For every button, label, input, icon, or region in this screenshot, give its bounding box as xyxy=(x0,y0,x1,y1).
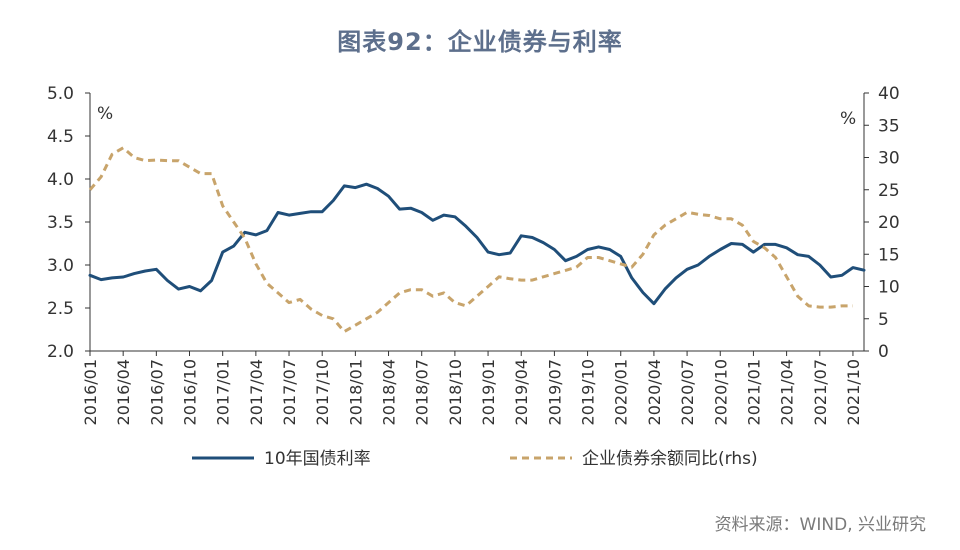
left-tick-label: 3.0 xyxy=(47,256,74,276)
legend-label-2: 企业债券余额同比(rhs) xyxy=(582,449,758,469)
right-tick-label: 30 xyxy=(878,149,900,169)
x-tick-label: 2016/10 xyxy=(181,359,200,425)
x-tick-label: 2020/10 xyxy=(711,359,730,425)
right-tick-label: 35 xyxy=(878,116,900,136)
x-tick-label: 2016/07 xyxy=(147,359,166,425)
x-tick-label: 2016/01 xyxy=(81,359,100,425)
x-tick-label: 2016/04 xyxy=(114,359,133,425)
series-line-2 xyxy=(88,146,853,334)
right-tick-label: 0 xyxy=(878,342,889,362)
left-tick-label: 2.0 xyxy=(47,342,74,362)
legend-label-1: 10年国债利率 xyxy=(264,449,371,469)
x-tick-label: 2018/01 xyxy=(346,359,365,425)
right-tick-label: 25 xyxy=(878,181,900,201)
left-tick-label: 3.5 xyxy=(47,213,74,233)
x-tick-label: 2017/01 xyxy=(214,359,233,425)
series-line-1 xyxy=(88,182,866,306)
left-unit-label: % xyxy=(97,104,113,124)
x-tick-label: 2019/10 xyxy=(579,359,598,425)
right-tick-label: 40 xyxy=(878,84,900,104)
right-tick-label: 5 xyxy=(878,310,889,330)
left-tick-label: 5.0 xyxy=(47,84,74,104)
x-tick-label: 2021/01 xyxy=(744,359,763,425)
x-tick-label: 2017/10 xyxy=(313,359,332,425)
right-tick-label: 15 xyxy=(878,245,900,265)
x-tick-label: 2020/01 xyxy=(612,359,631,425)
axes: 5.0 4.5 4.0 3.5 3.0 2.5 2.0 40 35 30 25 20 15 10 5 0% % 2… xyxy=(47,84,900,425)
right-unit-label: % xyxy=(840,109,856,129)
x-tick-label: 2018/07 xyxy=(413,359,432,425)
x-tick-label: 2019/07 xyxy=(545,359,564,425)
left-tick-label: 2.5 xyxy=(47,299,74,319)
x-tick-label: 2019/04 xyxy=(512,359,531,425)
right-tick-label: 10 xyxy=(878,278,900,298)
left-tick-label: 4.5 xyxy=(47,127,74,147)
x-tick-label: 2019/01 xyxy=(479,359,498,425)
x-tick-label: 2017/04 xyxy=(247,359,266,425)
x-tick-label: 2018/04 xyxy=(380,359,399,425)
legend: 10年国债利率 企业债券余额同比(rhs) xyxy=(192,449,758,469)
x-tick-label: 2021/07 xyxy=(811,359,830,425)
x-tick-label: 2020/04 xyxy=(645,359,664,425)
x-tick-label: 2021/10 xyxy=(844,359,863,425)
left-tick-label: 4.0 xyxy=(47,170,74,190)
source-note: 资料来源：WIND, 兴业研究 xyxy=(714,515,926,535)
plot-area xyxy=(88,146,866,334)
x-tick-label: 2020/07 xyxy=(678,359,697,425)
x-tick-label: 2018/10 xyxy=(446,359,465,425)
right-tick-label: 20 xyxy=(878,213,900,233)
x-tick-label: 2017/07 xyxy=(280,359,299,425)
x-tick-label: 2021/04 xyxy=(778,359,797,425)
chart-title: 图表92：企业债券与利率 xyxy=(337,28,623,56)
